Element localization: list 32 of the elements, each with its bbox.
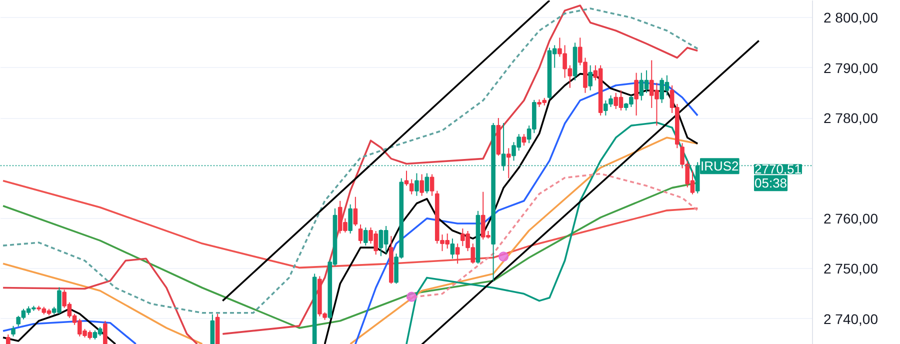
candlestick — [210, 314, 215, 344]
candlestick — [414, 172, 419, 196]
candlestick — [420, 174, 424, 196]
y-tick-label: 2 800,00 — [824, 10, 878, 26]
ref-line-label: IRUS2 — [700, 158, 739, 174]
candlestick — [455, 243, 460, 264]
candlestick — [450, 238, 455, 260]
candlestick — [506, 148, 511, 179]
candlestick — [522, 134, 526, 146]
candlestick — [103, 320, 108, 344]
line-series — [2, 8, 698, 314]
line-series — [2, 180, 698, 269]
y-tick-label: 2 790,00 — [824, 60, 878, 76]
y-tick-label: 2 740,00 — [824, 310, 878, 327]
candlestick — [430, 174, 434, 196]
candlestick — [6, 334, 10, 344]
line-series — [2, 320, 137, 344]
line-series — [349, 136, 698, 344]
line-series — [222, 4, 698, 335]
candlestick — [363, 226, 368, 246]
candlestick — [588, 64, 593, 91]
candlestick — [424, 172, 430, 194]
y-tick-label: 2 780,00 — [824, 110, 878, 126]
candlestick — [634, 72, 638, 116]
candlestick — [353, 196, 358, 226]
y-tick-label: 2 760,00 — [824, 210, 878, 226]
annotation: 05:38 — [754, 176, 788, 191]
y-tick-label: 2 750,00 — [824, 260, 878, 277]
annotation: 2770,51 — [754, 162, 802, 177]
candlestick — [11, 325, 16, 337]
candlestick — [348, 204, 352, 234]
candlestick — [358, 224, 363, 244]
